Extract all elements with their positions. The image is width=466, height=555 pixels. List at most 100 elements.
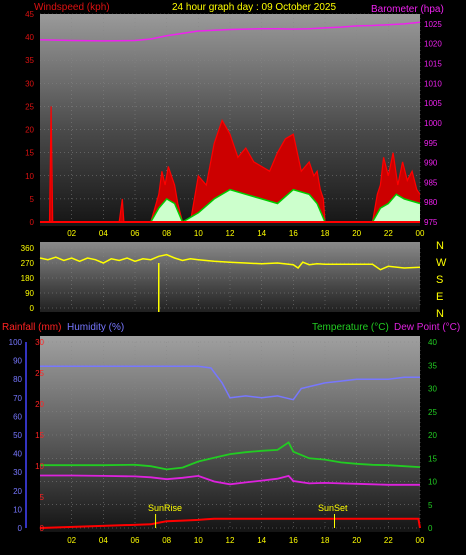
dewpoint-line	[40, 474, 420, 486]
wind-tick-label: 5	[30, 195, 35, 204]
direction-tick-label: 180	[21, 274, 35, 283]
windspeed-area	[40, 106, 420, 222]
rain-tick-label: 25	[35, 369, 44, 378]
temperature-tick-label: 35	[428, 361, 437, 370]
humidity-tick-label: 40	[13, 450, 22, 459]
x-tick-label-top: 14	[257, 229, 266, 238]
x-tick-label-bottom: 02	[67, 536, 76, 545]
compass-north-2: N	[436, 308, 444, 320]
wind-tick-label: 30	[25, 79, 34, 88]
barometer-tick-label: 1015	[424, 60, 442, 69]
x-tick-label-top: 08	[162, 229, 171, 238]
x-tick-label-top: 12	[226, 229, 235, 238]
rain-tick-label: 20	[35, 400, 44, 409]
x-tick-label-bottom: 12	[226, 536, 235, 545]
temperature-tick-label: 5	[428, 501, 433, 510]
wind-tick-label: 0	[30, 218, 35, 227]
humidity-tick-label: 0	[18, 524, 23, 533]
barometer-tick-label: 980	[424, 198, 438, 207]
x-tick-label-bottom: 06	[131, 536, 140, 545]
rain-tick-label: 15	[35, 431, 44, 440]
wind-tick-label: 35	[25, 56, 34, 65]
x-tick-label-bottom: 08	[162, 536, 171, 545]
humidity-tick-label: 100	[9, 338, 23, 347]
temperature-tick-label: 25	[428, 408, 437, 417]
barometer-tick-label: 1020	[424, 40, 442, 49]
average-wind-line	[40, 188, 421, 224]
x-tick-label-bottom: 16	[289, 536, 298, 545]
wind-tick-label: 20	[25, 126, 34, 135]
x-tick-label-bottom: 10	[194, 536, 203, 545]
direction-tick-label: 270	[21, 259, 35, 268]
dewpoint-axis-label: Dew Point (°C)	[394, 322, 460, 333]
chart-marks	[25, 21, 421, 529]
x-tick-label-bottom: 04	[99, 536, 108, 545]
chart-title: 24 hour graph day : 09 October 2025	[172, 2, 336, 13]
grid-lines	[40, 13, 421, 529]
temperature-tick-label: 40	[428, 338, 437, 347]
barometer-tick-label: 1005	[424, 99, 442, 108]
x-tick-label-top: 22	[384, 229, 393, 238]
average-wind-area	[40, 189, 420, 222]
x-tick-label-bottom: 20	[352, 536, 361, 545]
barometer-tick-label: 995	[424, 139, 438, 148]
x-tick-label-top: 02	[67, 229, 76, 238]
wind-tick-label: 45	[25, 10, 34, 19]
temperature-tick-label: 0	[428, 524, 433, 533]
barometer-line	[39, 21, 421, 42]
humidity-axis-label: Humidity (%)	[67, 322, 124, 333]
compass-west: W	[436, 257, 447, 269]
compass-south: S	[436, 274, 443, 286]
temperature-line	[40, 441, 421, 471]
barometer-tick-label: 1000	[424, 119, 442, 128]
barometer-tick-label: 1025	[424, 20, 442, 29]
windspeed-axis-label: Windspeed (kph)	[34, 2, 110, 13]
x-tick-label-bottom: 18	[321, 536, 330, 545]
x-tick-label-bottom: 00	[416, 536, 425, 545]
direction-tick-label: 0	[30, 304, 35, 313]
sunrise-label: SunRise	[148, 503, 182, 513]
rain-tick-label: 10	[35, 462, 44, 471]
rainfall-axis-label: Rainfall (mm)	[2, 322, 61, 333]
barometer-tick-label: 985	[424, 178, 438, 187]
sunset-label: SunSet	[318, 503, 348, 513]
direction-tick-label: 90	[25, 289, 34, 298]
barometer-tick-label: 990	[424, 159, 438, 168]
temperature-tick-label: 15	[428, 454, 437, 463]
humidity-tick-label: 50	[13, 431, 22, 440]
rain-tick-label: 30	[35, 338, 44, 347]
compass-north: N	[436, 240, 444, 252]
humidity-tick-label: 20	[13, 487, 22, 496]
humidity-tick-label: 80	[13, 375, 22, 384]
x-tick-label-top: 20	[352, 229, 361, 238]
x-tick-label-top: 00	[416, 229, 425, 238]
wind-tick-label: 40	[25, 33, 34, 42]
compass-east: E	[436, 291, 443, 303]
humidity-tick-label: 90	[13, 357, 22, 366]
humidity-tick-label: 60	[13, 412, 22, 421]
x-tick-label-bottom: 22	[384, 536, 393, 545]
humidity-tick-label: 70	[13, 394, 22, 403]
temperature-tick-label: 30	[428, 385, 437, 394]
direction-line	[39, 253, 421, 271]
x-tick-label-top: 16	[289, 229, 298, 238]
temperature-tick-label: 20	[428, 431, 437, 440]
x-tick-label-bottom: 14	[257, 536, 266, 545]
barometer-tick-label: 975	[424, 218, 438, 227]
x-tick-label-top: 18	[321, 229, 330, 238]
temperature-axis-label: Temperature (°C)	[312, 322, 389, 333]
humidity-tick-label: 10	[13, 505, 22, 514]
barometer-axis-label: Barometer (hpa)	[371, 4, 444, 15]
x-tick-label-top: 06	[131, 229, 140, 238]
wind-tick-label: 25	[25, 102, 34, 111]
humidity-tick-label: 30	[13, 468, 22, 477]
wind-tick-label: 10	[25, 172, 34, 181]
wind-tick-label: 15	[25, 149, 34, 158]
rain-tick-label: 0	[40, 524, 45, 533]
rain-tick-label: 5	[40, 493, 45, 502]
x-tick-label-top: 04	[99, 229, 108, 238]
axis-labels: 0510152025303540459759809859909951000100…	[9, 10, 443, 545]
temperature-tick-label: 10	[428, 478, 437, 487]
x-tick-label-top: 10	[194, 229, 203, 238]
